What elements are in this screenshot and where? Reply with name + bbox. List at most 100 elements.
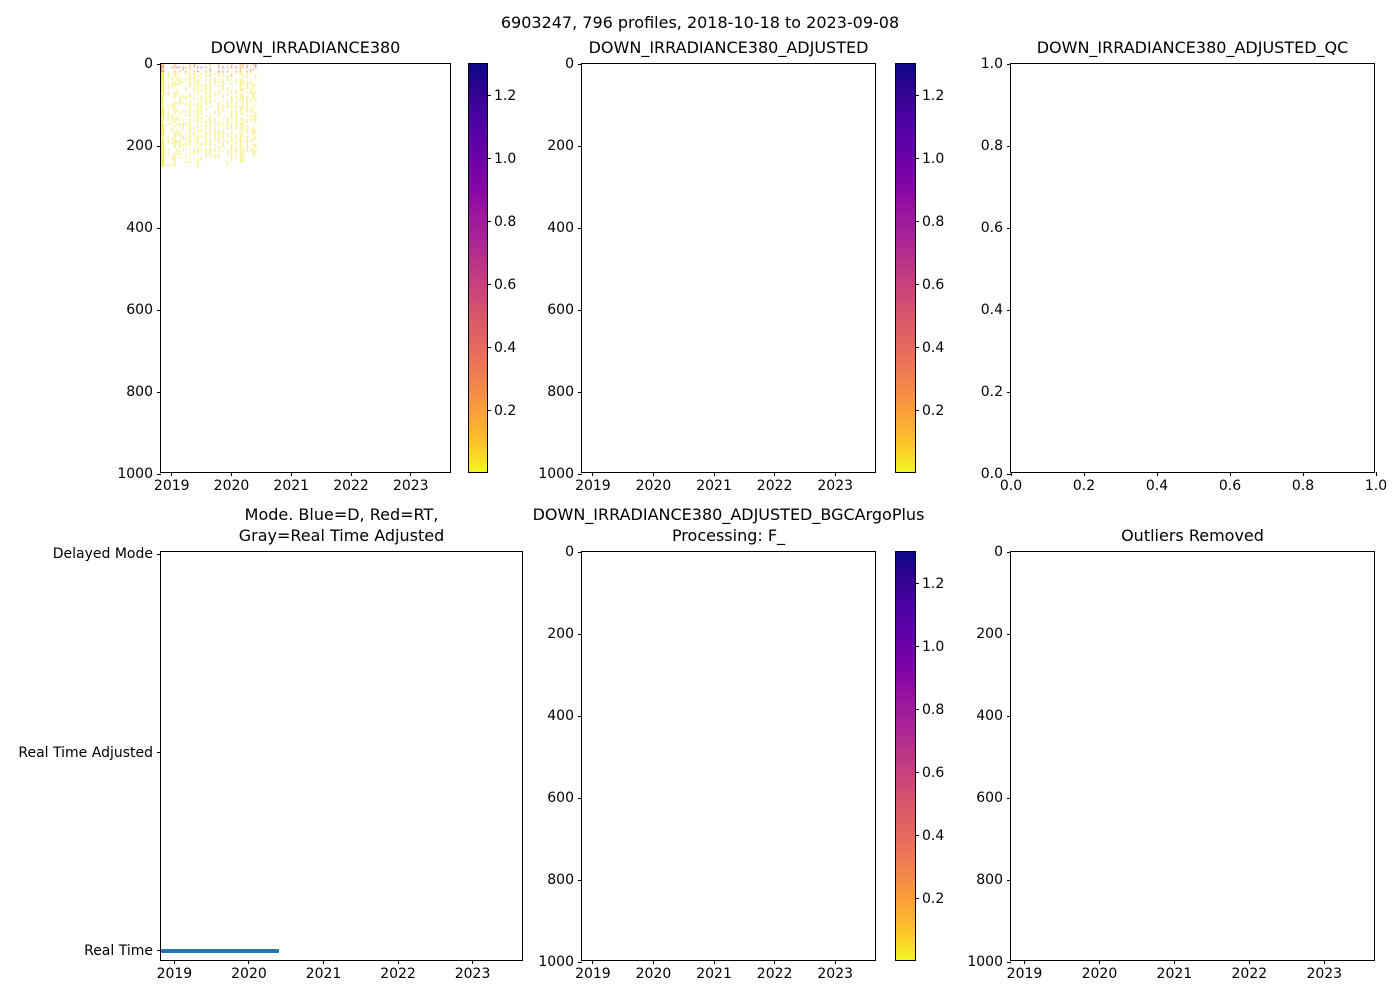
y-tick-mark [1007, 961, 1011, 963]
colorbar-tick-mark [915, 347, 919, 349]
y-tick-mark [578, 551, 582, 553]
y-tick-mark [1007, 309, 1011, 311]
y-tick-label: 0.8 [980, 138, 1003, 154]
colorbar-tick-label: 0.8 [922, 213, 945, 230]
x-tick-mark [592, 472, 594, 476]
x-tick-label: 2023 [454, 966, 491, 982]
y-tick-mark [578, 391, 582, 393]
y-tick-label: 0 [994, 544, 1003, 560]
x-tick-mark [1173, 960, 1175, 964]
x-tick-mark [834, 472, 836, 476]
x-tick-mark [652, 960, 654, 964]
y-tick-label: 400 [547, 708, 574, 724]
y-tick-label: 0.0 [980, 466, 1003, 482]
x-tick-label: 2023 [817, 478, 854, 494]
colorbar-tick-label: 0.4 [494, 339, 517, 356]
y-tick-mark [1007, 145, 1011, 147]
y-tick-label: 0.6 [980, 220, 1003, 236]
colorbar-tick-label: 1.2 [922, 575, 945, 592]
y-tick-mark [157, 473, 161, 475]
colorbar-tick-label: 0.6 [494, 276, 517, 293]
plot-title-down-irradiance380-adjusted: DOWN_IRRADIANCE380_ADJUSTED [588, 38, 869, 57]
x-tick-label: 0.6 [1218, 478, 1242, 494]
x-tick-mark [171, 472, 173, 476]
colorbar-tick-label: 0.4 [922, 827, 945, 844]
colorbar-tick-mark [915, 583, 919, 585]
x-tick-mark [774, 960, 776, 964]
colorbar-down-irradiance380: 1.2 1.0 0.8 0.6 0.4 0.2 [468, 63, 516, 473]
y-tick-mark [1007, 391, 1011, 393]
axes-bgcargoplus-processing: DOWN_IRRADIANCE380_ADJUSTED_BGCArgoPlus … [533, 505, 925, 981]
colorbar-tick-mark [915, 898, 919, 900]
x-tick-mark [290, 472, 292, 476]
x-tick-mark [322, 960, 324, 964]
x-tick-mark [1375, 472, 1377, 476]
y-tick-label: 200 [126, 138, 153, 154]
x-tick-mark [397, 960, 399, 964]
y-tick-mark [578, 961, 582, 963]
y-tick-label: 800 [126, 384, 153, 400]
plasma-colorbar-gradient [469, 64, 487, 472]
y-tick-label: 200 [547, 626, 574, 642]
colorbar-tick-mark [487, 95, 491, 97]
x-tick-mark [834, 960, 836, 964]
y-tick-mark [1007, 227, 1011, 229]
x-tick-mark [410, 472, 412, 476]
y-tick-label: 200 [547, 138, 574, 154]
y-tick-mark [578, 309, 582, 311]
colorbar-down-irradiance380-adjusted: 1.2 1.0 0.8 0.6 0.4 0.2 [895, 63, 944, 473]
y-tick-label: 1000 [538, 954, 574, 970]
y-tick-label: 600 [976, 790, 1003, 806]
y-tick-label: 600 [126, 302, 153, 318]
colorbar-tick-label: 1.2 [494, 87, 517, 104]
y-tick-mark [157, 391, 161, 393]
plot-title-down-irradiance380-adjusted-qc: DOWN_IRRADIANCE380_ADJUSTED_QC [1036, 38, 1349, 57]
irradiance-scatter-canvas [161, 64, 450, 472]
x-tick-mark [231, 472, 232, 476]
x-tick-mark [1302, 472, 1304, 476]
x-tick-mark [1156, 472, 1158, 476]
x-tick-mark [713, 960, 715, 964]
x-tick-label: 2022 [756, 966, 793, 982]
colorbar-tick-label: 0.6 [922, 276, 945, 293]
x-tick-label: 2019 [575, 966, 611, 982]
y-tick-label: 400 [126, 220, 153, 236]
plot-title-mode-line1: Mode. Blue=D, Red=RT, [244, 505, 439, 524]
mode-category-label: Delayed Mode [52, 546, 153, 563]
colorbar-tick-mark [915, 95, 919, 97]
y-tick-mark [578, 715, 582, 717]
x-tick-label: 0.0 [999, 478, 1023, 494]
y-tick-mark [1007, 633, 1011, 635]
y-tick-mark [578, 473, 582, 475]
y-tick-mark [157, 63, 161, 65]
x-tick-label: 2022 [380, 966, 416, 982]
y-tick-mark [157, 950, 161, 952]
x-tick-mark [774, 472, 776, 476]
colorbar-tick-label: 0.2 [494, 402, 517, 419]
colorbar-tick-mark [915, 646, 919, 648]
y-tick-mark [157, 752, 161, 754]
y-tick-label: 800 [976, 872, 1003, 888]
x-tick-label: 2021 [696, 966, 732, 982]
x-tick-label: 2020 [635, 966, 672, 982]
plot-title-down-irradiance380: DOWN_IRRADIANCE380 [210, 38, 401, 57]
y-tick-label: 1000 [538, 466, 574, 482]
x-tick-mark [472, 960, 474, 964]
axes-down-irradiance380: DOWN_IRRADIANCE380 2019 2020 2021 2022 2023 0… [117, 38, 451, 493]
y-tick-mark [1007, 473, 1011, 475]
colorbar-tick-mark [915, 709, 919, 711]
axes-mode: Mode. Blue=D, Red=RT, Gray=Real Time Adj… [18, 505, 523, 981]
x-tick-label: 2020 [231, 966, 267, 982]
x-tick-label: 0.8 [1291, 478, 1315, 494]
y-tick-label: 400 [547, 220, 574, 236]
x-tick-label: 2019 [153, 478, 190, 494]
x-tick-label: 2019 [156, 966, 193, 982]
x-tick-label: 1.0 [1364, 478, 1388, 494]
colorbar-bgcargoplus-processing: 1.2 1.0 0.8 0.6 0.4 0.2 [895, 551, 944, 961]
colorbar-tick-label: 1.0 [922, 150, 945, 167]
y-tick-mark [157, 553, 161, 555]
y-tick-label: 400 [976, 708, 1003, 724]
y-tick-label: 600 [547, 302, 574, 318]
y-tick-label: 0 [565, 544, 574, 560]
mode-category-label: Real Time [84, 942, 153, 959]
